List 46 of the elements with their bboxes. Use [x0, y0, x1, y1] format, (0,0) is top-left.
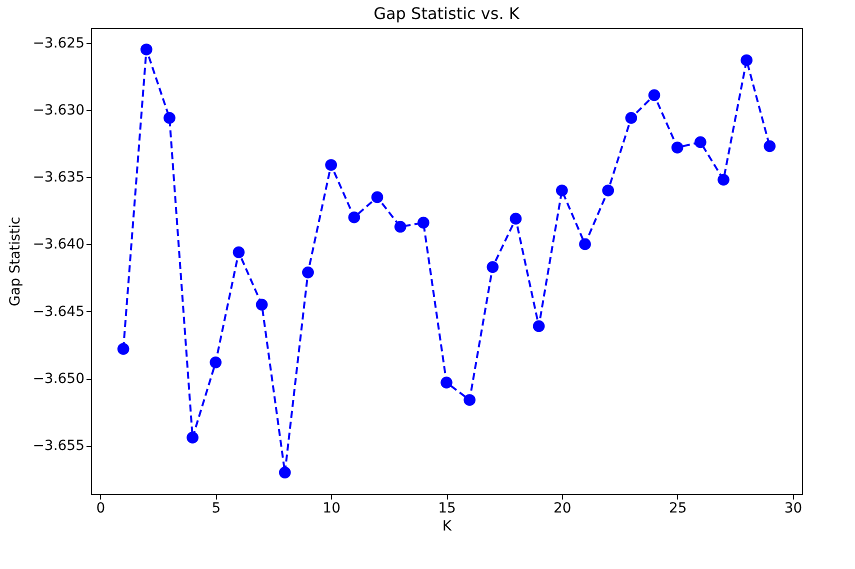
point [302, 266, 314, 278]
point [394, 220, 406, 233]
point [418, 216, 430, 229]
x-tick-label: 10 [322, 500, 340, 516]
point [510, 212, 522, 225]
point [556, 184, 568, 196]
x-tick-label: 15 [438, 500, 456, 516]
point [186, 432, 198, 444]
point [210, 356, 222, 368]
y-tick-label: −3.650 [32, 371, 84, 388]
y-tick-label: −3.640 [32, 236, 84, 253]
point [532, 320, 545, 332]
point [718, 174, 730, 186]
point [232, 246, 245, 258]
point [648, 89, 660, 102]
point [140, 44, 152, 56]
point [278, 466, 291, 478]
x-tick-label: 25 [668, 500, 687, 516]
x-axis-title: K [442, 518, 452, 534]
point [371, 191, 384, 204]
y-axis-title: Gap Statistic [8, 216, 24, 306]
point [464, 394, 476, 406]
point [440, 376, 452, 388]
y-tick-label: −3.630 [32, 102, 84, 118]
point [625, 112, 638, 124]
chart-title: Gap Statistic vs. K [374, 4, 520, 23]
x-tick-label: 0 [96, 500, 106, 516]
point [764, 140, 776, 152]
x-tick-label: 30 [784, 500, 802, 516]
point [256, 298, 268, 311]
x-tick-label: 5 [212, 500, 221, 516]
y-tick-label: −3.635 [32, 170, 84, 186]
point [486, 261, 499, 273]
point [117, 343, 130, 355]
y-tick-label: −3.645 [32, 304, 84, 320]
point [579, 238, 591, 250]
point [694, 136, 706, 148]
x-tick-label: 20 [554, 500, 572, 516]
point [602, 184, 614, 196]
y-tick-label: −3.655 [32, 438, 84, 454]
point [740, 54, 753, 66]
point [671, 142, 684, 154]
point [164, 112, 176, 124]
y-tick-label: −3.625 [32, 35, 84, 52]
point [348, 211, 360, 224]
point [325, 159, 337, 171]
